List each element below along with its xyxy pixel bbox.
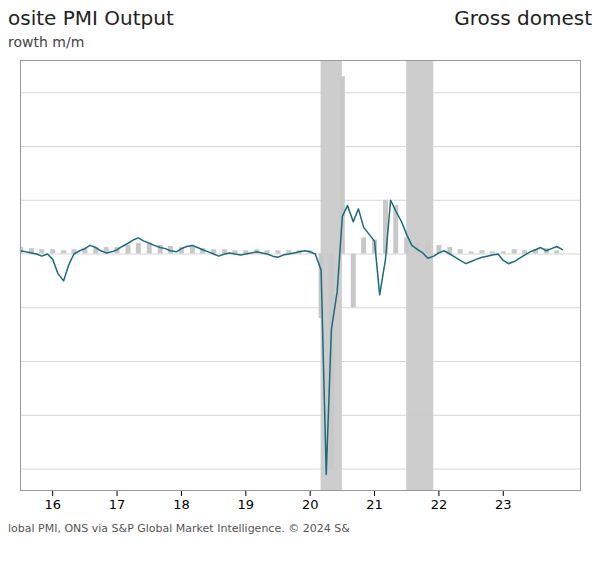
svg-text:18: 18	[173, 497, 190, 512]
svg-text:20: 20	[302, 497, 319, 512]
svg-text:19: 19	[238, 497, 255, 512]
svg-text:23: 23	[495, 497, 512, 512]
html-text:lobal PMI, ONS via S&P Global: lobal PMI, ONS via S&P Global Market Int…	[8, 522, 350, 535]
html-text:rowth m/m: rowth m/m	[8, 34, 85, 50]
svg-text:22: 22	[431, 497, 448, 512]
html-text:osite PMI Output: osite PMI Output	[8, 6, 174, 30]
html-text:Gross domest: Gross domest	[454, 6, 592, 30]
svg-text:17: 17	[109, 497, 126, 512]
svg-text:21: 21	[366, 497, 383, 512]
svg-text:16: 16	[44, 497, 61, 512]
